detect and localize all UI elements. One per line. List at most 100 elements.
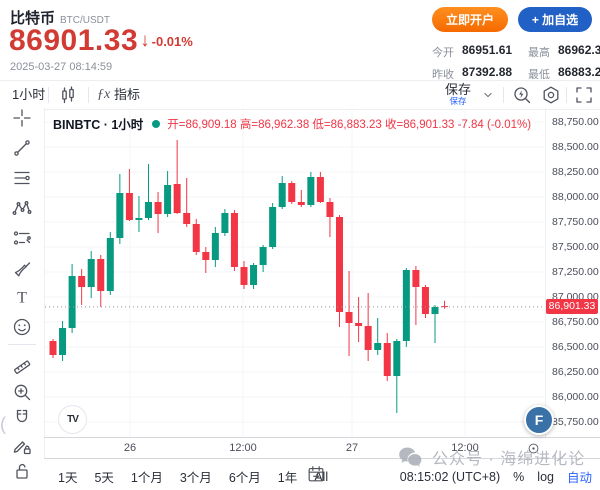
range-button-1个月[interactable]: 1个月 xyxy=(130,471,163,485)
stat-prev-close-value: 87392.88 xyxy=(462,65,513,79)
candle-body xyxy=(297,202,305,205)
symbol-pair: BTC/USDT xyxy=(60,15,111,26)
range-button-1年[interactable]: 1年 xyxy=(277,471,298,485)
tool-fib-lines[interactable] xyxy=(11,167,33,189)
candle-body xyxy=(230,213,238,267)
candle-body xyxy=(336,217,343,312)
panel-collapse-handle[interactable]: ( xyxy=(0,414,6,434)
candle-body xyxy=(431,307,439,314)
range-button-All[interactable]: All xyxy=(314,469,329,484)
price-tick-label: 88,750.00 xyxy=(552,116,599,128)
candle-body xyxy=(383,343,391,376)
price-scale[interactable]: 88,750.00 88,500.00 88,250.00 88,000.00 87,7… xyxy=(545,108,600,437)
add-watchlist-button[interactable]: + 加自选 xyxy=(518,7,592,32)
toolbar-divider xyxy=(503,87,504,103)
candle-body xyxy=(288,183,296,202)
tool-zoom-in[interactable] xyxy=(11,381,33,403)
candles-icon xyxy=(62,86,74,104)
percent-scale-button[interactable]: % xyxy=(513,469,525,484)
watermark: 公众号 · 海绵进化论 xyxy=(394,444,585,470)
range-button-5天[interactable]: 5天 xyxy=(94,471,114,485)
tool-forecast[interactable] xyxy=(11,227,33,249)
chevron-down-icon xyxy=(484,92,492,98)
quick-search-button[interactable] xyxy=(511,84,533,111)
floating-f-button[interactable]: F xyxy=(524,405,554,435)
tradingview-logo[interactable]: TV xyxy=(58,405,87,434)
symbol-name: 比特币 xyxy=(10,10,56,27)
price-change-percent: -0.01% xyxy=(151,33,193,49)
price-tick-label: 87,750.00 xyxy=(552,216,599,228)
symbol-title-row: 比特币 BTC/USDT xyxy=(10,7,110,28)
tool-emoji[interactable] xyxy=(11,316,33,338)
tool-brush[interactable] xyxy=(11,257,33,279)
tool-lock[interactable] xyxy=(11,460,33,482)
range-button-3个月[interactable]: 3个月 xyxy=(179,471,212,485)
crosshair-icon xyxy=(13,109,31,127)
candle-body xyxy=(211,233,219,260)
chart-style-candles-button[interactable] xyxy=(57,84,79,111)
candle-body xyxy=(393,341,401,376)
save-menu-button[interactable] xyxy=(481,88,495,107)
candle-body xyxy=(240,267,248,285)
candle-body xyxy=(164,185,172,214)
legend-series-name[interactable]: BINBTC · 1小时 xyxy=(53,118,144,132)
last-price: 86901.33 xyxy=(9,24,139,57)
tool-trend-line[interactable] xyxy=(11,137,33,159)
save-label: 保存 xyxy=(444,82,471,97)
time-scale[interactable]: 26 12:00 27 12:00 xyxy=(44,437,600,459)
time-tick-label: 12:00 xyxy=(451,442,479,454)
candle-body xyxy=(106,238,114,291)
trend-line-icon xyxy=(14,140,30,156)
stat-high-label: 最高 xyxy=(528,47,550,59)
go-to-date-button[interactable] xyxy=(306,464,326,489)
stat-prev-close-label: 昨收 xyxy=(432,69,454,81)
time-scale-settings-button[interactable] xyxy=(526,441,541,461)
tool-xabcd-pattern[interactable] xyxy=(11,197,33,219)
stat-open-value: 86951.61 xyxy=(462,43,513,57)
brush-icon xyxy=(14,262,31,277)
tool-draw-lock[interactable] xyxy=(11,435,33,457)
candle-body xyxy=(202,252,210,260)
price-tick-label: 87,250.00 xyxy=(552,266,599,278)
stat-high-value: 86962.38 xyxy=(558,43,600,57)
candle-body xyxy=(192,224,200,252)
bottom-bar: 1天 5天 1个月 3个月 6个月 1年 All 08:15:02 (UTC+8) % lo… xyxy=(44,458,600,490)
tool-crosshair[interactable] xyxy=(11,107,33,129)
ruler-icon xyxy=(14,360,31,374)
fib-lines-icon xyxy=(14,171,30,185)
timeframe-button[interactable]: 1小时 xyxy=(12,87,46,102)
range-button-6个月[interactable]: 6个月 xyxy=(228,471,261,485)
current-price-label: 86,901.33 xyxy=(546,299,598,315)
chart-settings-button[interactable] xyxy=(540,84,562,111)
fullscreen-icon xyxy=(576,87,592,103)
magnet-icon xyxy=(16,409,28,423)
candle-body xyxy=(68,276,76,328)
candle-body xyxy=(412,270,420,287)
tool-magnet[interactable] xyxy=(11,406,33,428)
toolbar-divider xyxy=(48,87,49,103)
candle-body xyxy=(441,306,449,308)
auto-scale-button[interactable]: 自动 xyxy=(566,471,592,485)
zoom-in-icon xyxy=(14,384,31,401)
open-account-button[interactable]: 立即开户 xyxy=(432,7,508,32)
stat-low-value: 86883.23 xyxy=(558,65,600,79)
save-button[interactable]: 保存 保存 xyxy=(443,83,473,106)
clock[interactable]: 08:15:02 (UTC+8) xyxy=(399,469,501,484)
chart-toolbar: 1小时 ƒx 指标 保存 保存 xyxy=(0,80,600,110)
indicators-button[interactable]: 指标 xyxy=(114,87,141,102)
range-button-1天[interactable]: 1天 xyxy=(58,471,78,485)
price-tick-label: 86,000.00 xyxy=(552,391,599,403)
price-row: 86901.33 ↓ -0.01% xyxy=(9,24,193,58)
price-tick-label: 86,250.00 xyxy=(552,366,599,378)
candle-body xyxy=(278,183,286,207)
log-scale-button[interactable]: log xyxy=(537,469,554,484)
candlestick-chart[interactable] xyxy=(45,108,544,437)
emoji-icon xyxy=(13,318,31,336)
watermark-text: 公众号 · 海绵进化论 xyxy=(432,451,586,468)
tool-ruler[interactable] xyxy=(11,356,33,378)
fullscreen-button[interactable] xyxy=(573,84,595,111)
tool-text[interactable]: T xyxy=(11,286,33,308)
price-tick-label: 86,750.00 xyxy=(552,316,599,328)
price-tick-label: 88,000.00 xyxy=(552,191,599,203)
